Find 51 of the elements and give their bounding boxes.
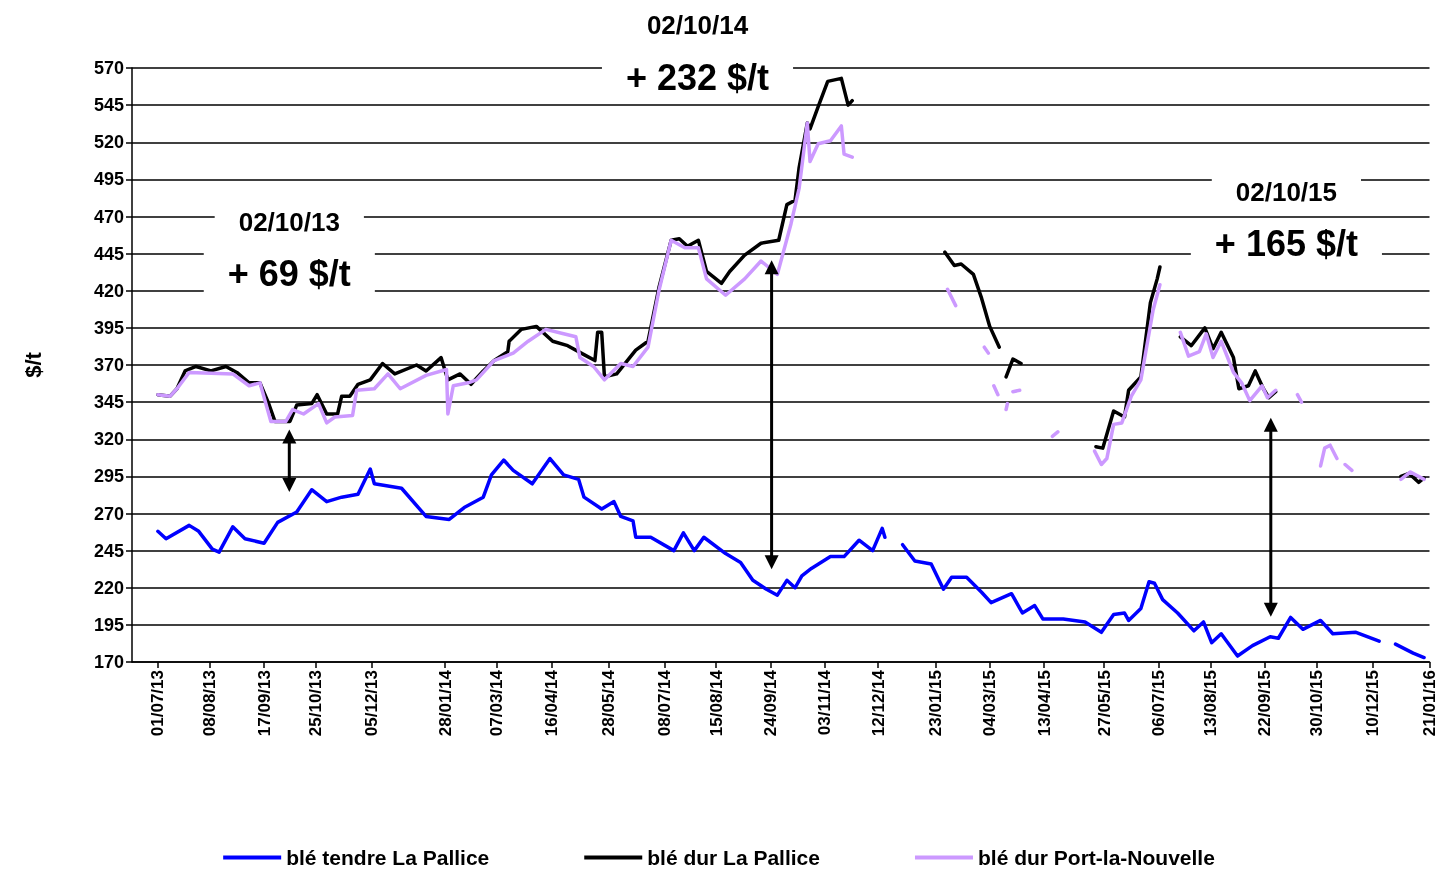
- x-tick-label: 06/07/15: [1149, 670, 1169, 737]
- y-tick-label: 470: [93, 206, 124, 227]
- x-tick-label: 21/01/16: [1420, 670, 1438, 737]
- y-tick-label: 545: [93, 95, 124, 116]
- y-tick-label: 570: [93, 58, 124, 78]
- x-tick-label: 10/12/15: [1362, 670, 1382, 737]
- x-tick-label: 30/10/15: [1307, 670, 1326, 737]
- x-tick-label: 13/08/15: [1200, 670, 1220, 737]
- x-tick-label: 28/05/14: [599, 669, 619, 737]
- y-tick-label: 295: [93, 466, 124, 487]
- x-tick-label: 17/09/13: [254, 670, 274, 737]
- x-tick-label: 01/07/13: [148, 670, 168, 737]
- annotation: 02/10/13: [238, 207, 340, 237]
- x-tick-label: 16/04/14: [541, 669, 561, 737]
- y-tick-label: 170: [93, 652, 124, 672]
- x-tick-label: 05/12/13: [362, 670, 382, 737]
- text: 02/10/14: [646, 10, 749, 40]
- x-tick-label: 22/09/15: [1255, 670, 1275, 737]
- x-tick-label: 13/04/15: [1034, 670, 1054, 737]
- x-tick-label: 15/08/14: [706, 669, 726, 737]
- y-tick-label: 495: [93, 169, 124, 190]
- annotation: + 232 $/t: [625, 56, 770, 98]
- x-tick-label: 27/05/15: [1094, 670, 1114, 737]
- x-tick-label: 12/12/14: [868, 669, 888, 737]
- y-tick-label: 195: [93, 614, 124, 635]
- annotation: 02/10/15: [1235, 177, 1338, 207]
- x-tick-label: 24/09/14: [761, 669, 781, 737]
- x-tick-label: 08/08/13: [200, 670, 220, 737]
- y-tick-label: 320: [93, 429, 124, 450]
- x-tick-label: 25/10/13: [306, 670, 326, 737]
- x-tick-label: 28/01/14: [435, 669, 455, 737]
- y-tick-label: 345: [93, 392, 124, 413]
- x-tick-label: 03/11/14: [815, 669, 835, 736]
- y-tick-label: 370: [93, 355, 124, 375]
- legend-label: blé dur La Pallice: [647, 846, 820, 869]
- legend-label: blé dur Port-la-Nouvelle: [977, 846, 1215, 869]
- y-tick-label: 220: [93, 577, 124, 598]
- y-tick-label: 445: [93, 243, 124, 264]
- x-tick-label: 04/03/15: [980, 670, 1000, 737]
- x-tick-label: 23/01/15: [925, 670, 945, 737]
- y-axis-title: $/t: [20, 351, 46, 378]
- x-tick-label: 07/03/14: [487, 669, 507, 737]
- annotation: + 69 $/t: [227, 252, 351, 294]
- y-tick-label: 270: [93, 503, 124, 524]
- y-tick-label: 245: [93, 540, 124, 561]
- y-tick-label: 520: [93, 132, 124, 153]
- annotation: + 165 $/t: [1214, 222, 1358, 264]
- x-tick-label: 08/07/14: [654, 669, 674, 737]
- legend-label: blé tendre La Pallice: [286, 846, 490, 869]
- y-tick-label: 395: [93, 317, 124, 338]
- y-tick-label: 420: [93, 280, 124, 301]
